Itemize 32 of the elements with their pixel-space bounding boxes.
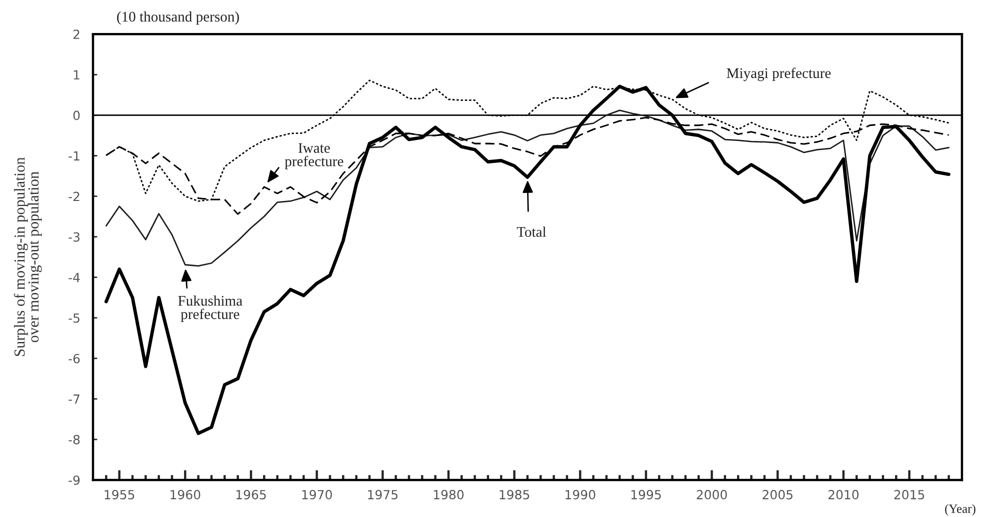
annotation: Total [516,226,546,237]
y-tick-label: -8 [68,434,80,444]
x-tick-label: 1965 [236,490,266,500]
y-tick-label: 0 [73,110,80,120]
x-tick-label: 1955 [104,490,134,500]
x-tick-label: 2015 [894,490,924,500]
x-tick-label: 1970 [302,490,332,500]
annotation: Iwate prefecture [284,143,344,170]
annotation: Fukushima prefecture [178,295,242,322]
text: (10 thousand person) [117,11,239,25]
x-tick-label: 1960 [170,490,200,500]
y-tick-label: -9 [68,475,80,485]
annotation: Miyagi prefecture [726,68,831,82]
y-tick-label: -1 [68,151,80,160]
y-tick-label: -2 [68,192,80,201]
y-tick-label: 1 [74,70,80,80]
x-tick-label: 1995 [631,490,661,500]
y-tick-label: -3 [68,232,80,242]
x-tick-label: 2005 [762,490,792,500]
x-tick-label: 2010 [828,490,859,500]
x-tick-label: 1990 [566,490,596,500]
x-tick-label: 1975 [368,490,398,500]
y-tick-label: -5 [68,313,80,323]
y-axis-title: Surplus of moving-in population over moving-out population [14,157,42,356]
y-tick-label: -7 [68,394,80,404]
x-tick-label: 1985 [500,490,530,500]
x-axis-title: (Year) [945,504,976,516]
x-tick-label: 2000 [696,490,727,500]
y-tick-label: -4 [68,272,80,282]
y-tick-label: -6 [68,354,80,364]
y-tick-label: 2 [73,30,80,39]
x-tick-label: 1980 [434,490,464,500]
